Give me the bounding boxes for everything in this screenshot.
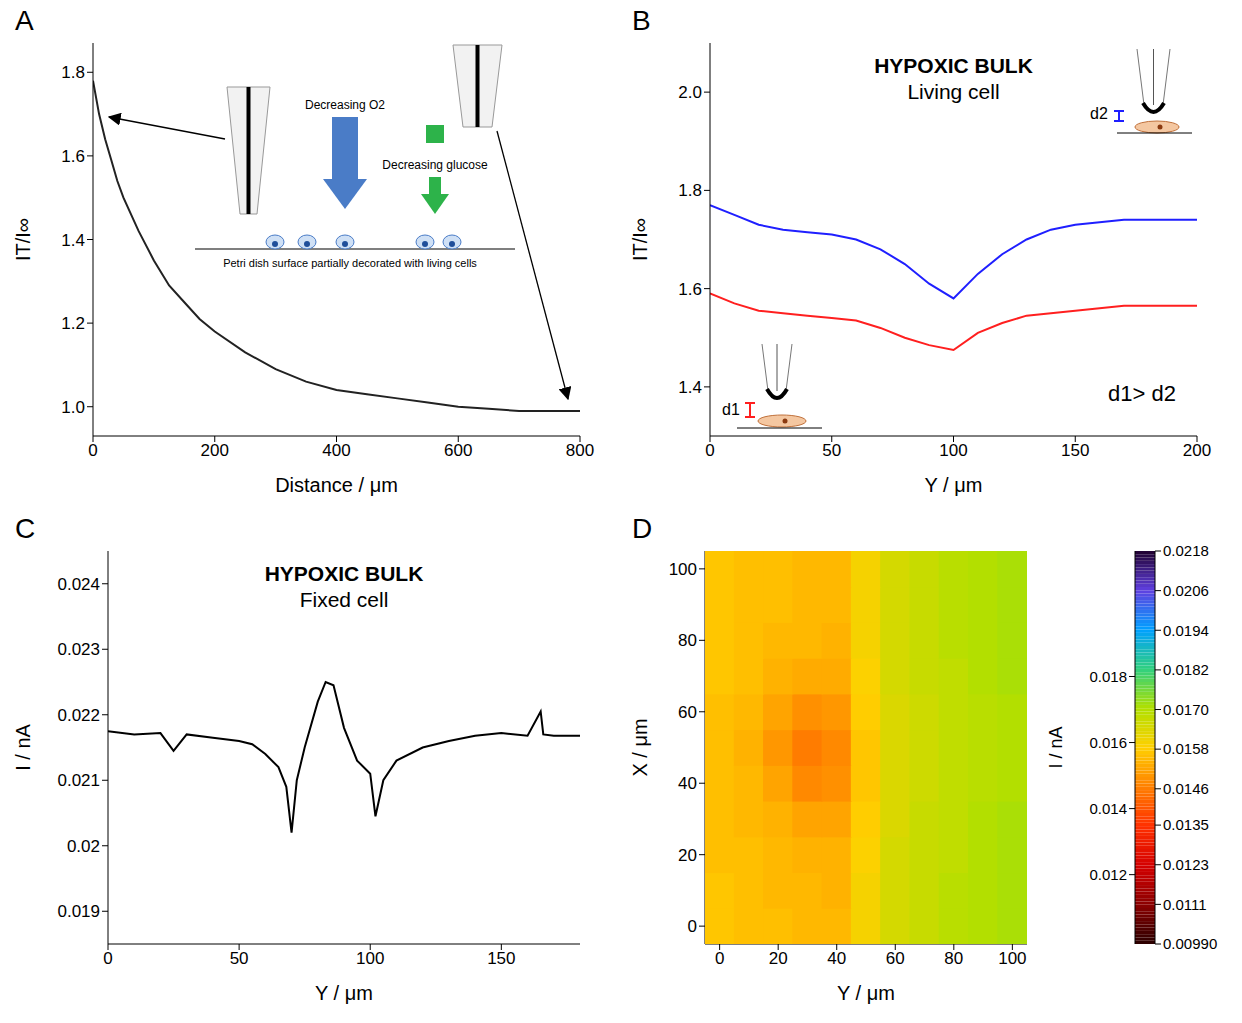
svg-text:800: 800 [566,441,594,460]
svg-text:1.8: 1.8 [61,63,85,82]
svg-text:0.0135: 0.0135 [1163,816,1209,833]
svg-text:1.2: 1.2 [61,314,85,333]
svg-text:0.0123: 0.0123 [1163,856,1209,873]
svg-text:1.0: 1.0 [61,398,85,417]
svg-text:1.6: 1.6 [678,280,702,299]
svg-text:0: 0 [103,949,112,968]
svg-text:Y / μm: Y / μm [837,982,895,1004]
svg-text:150: 150 [1061,441,1089,460]
svg-text:IT/I∞: IT/I∞ [629,218,651,261]
svg-text:0.00990: 0.00990 [1163,935,1217,952]
html-text:C: C [15,513,36,544]
html-text:A: A [15,5,34,36]
svg-text:0.024: 0.024 [57,575,100,594]
svg-text:Y / μm: Y / μm [925,474,983,496]
svg-text:100: 100 [998,949,1026,968]
svg-text:IT/I∞: IT/I∞ [12,218,34,261]
svg-text:I / nA: I / nA [12,724,34,771]
svg-text:I / nA: I / nA [1046,726,1066,768]
svg-text:100: 100 [939,441,967,460]
svg-text:50: 50 [230,949,249,968]
svg-text:100: 100 [669,560,697,579]
svg-text:0.014: 0.014 [1089,800,1127,817]
svg-text:80: 80 [678,631,697,650]
svg-text:0.023: 0.023 [57,640,100,659]
svg-text:0.0146: 0.0146 [1163,780,1209,797]
svg-text:400: 400 [322,441,350,460]
svg-text:40: 40 [827,949,846,968]
svg-text:d2: d2 [1090,105,1108,122]
svg-text:20: 20 [678,846,697,865]
svg-text:0: 0 [715,949,724,968]
svg-text:0: 0 [688,917,697,936]
svg-text:0.0158: 0.0158 [1163,740,1209,757]
svg-text:60: 60 [886,949,905,968]
html-text:HYPOXIC BULK: HYPOXIC BULK [874,54,1033,77]
svg-text:0: 0 [705,441,714,460]
svg-text:100: 100 [356,949,384,968]
svg-text:d1> d2: d1> d2 [1108,381,1176,406]
svg-text:200: 200 [201,441,229,460]
svg-text:150: 150 [487,949,515,968]
svg-text:2.0: 2.0 [678,83,702,102]
svg-text:0.012: 0.012 [1089,866,1127,883]
svg-text:0.0194: 0.0194 [1163,622,1209,639]
html-text:B: B [632,5,651,36]
svg-text:Y / μm: Y / μm [315,982,373,1004]
svg-text:Distance / μm: Distance / μm [275,474,398,496]
svg-text:0.0170: 0.0170 [1163,701,1209,718]
svg-text:0.0111: 0.0111 [1163,896,1207,913]
svg-text:d1: d1 [722,401,740,418]
svg-text:80: 80 [944,949,963,968]
svg-text:50: 50 [822,441,841,460]
html-text:D: D [632,513,653,544]
svg-text:0.0182: 0.0182 [1163,661,1209,678]
html-text:Fixed cell: Fixed cell [299,588,389,611]
svg-text:60: 60 [678,703,697,722]
svg-text:Decreasing glucose: Decreasing glucose [382,158,488,172]
svg-text:0.022: 0.022 [57,706,100,725]
svg-text:1.4: 1.4 [61,231,85,250]
svg-text:200: 200 [1183,441,1211,460]
svg-text:1.6: 1.6 [61,147,85,166]
svg-text:0.016: 0.016 [1089,734,1127,751]
svg-text:600: 600 [444,441,472,460]
svg-text:0.0206: 0.0206 [1163,582,1209,599]
svg-text:X / μm: X / μm [629,718,651,776]
svg-text:40: 40 [678,774,697,793]
svg-text:1.4: 1.4 [678,378,702,397]
html-text:Living cell: Living cell [907,80,1000,103]
svg-text:0.0218: 0.0218 [1163,542,1209,559]
svg-text:0.02: 0.02 [67,837,100,856]
svg-text:1.8: 1.8 [678,181,702,200]
svg-text:20: 20 [769,949,788,968]
svg-text:0.019: 0.019 [57,902,100,921]
svg-text:0.021: 0.021 [57,771,100,790]
svg-text:Petri dish surface partially d: Petri dish surface partially decorated w… [223,257,477,269]
html-text:HYPOXIC BULK: HYPOXIC BULK [264,562,424,585]
svg-text:0: 0 [88,441,97,460]
svg-text:0.018: 0.018 [1089,668,1127,685]
svg-text:Decreasing O2: Decreasing O2 [305,98,385,112]
